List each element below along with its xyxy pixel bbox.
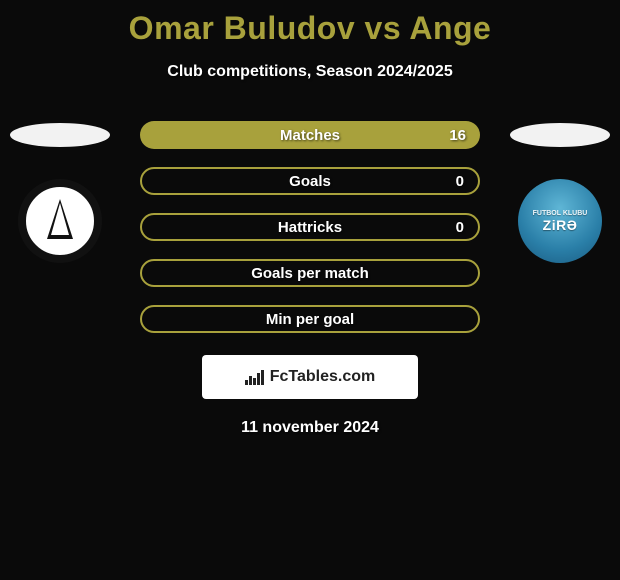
brand-label: FcTables.com <box>270 368 376 386</box>
page-title: Omar Buludov vs Ange <box>0 0 620 47</box>
club-right-maintext: ZiRƏ <box>543 217 578 233</box>
subtitle: Club competitions, Season 2024/2025 <box>0 63 620 81</box>
stat-value-right: 0 <box>456 219 464 236</box>
player-left-avatar-placeholder <box>10 123 110 147</box>
stat-row: Min per goal <box>140 305 480 333</box>
player-right-column: FUTBOL KLUBU ZiRƏ <box>500 121 620 263</box>
player-right-avatar-placeholder <box>510 123 610 147</box>
stat-row: Hattricks 0 <box>140 213 480 241</box>
stat-label: Matches <box>280 127 340 144</box>
footer-date: 11 november 2024 <box>0 419 620 437</box>
stat-row: Goals 0 <box>140 167 480 195</box>
stat-label: Min per goal <box>266 311 354 328</box>
stat-row: Goals per match <box>140 259 480 287</box>
player-left-column <box>0 121 120 263</box>
club-right-toptext: FUTBOL KLUBU <box>533 210 588 217</box>
stat-value-right: 0 <box>456 173 464 190</box>
stat-label: Goals <box>289 173 331 190</box>
club-badge-left <box>18 179 102 263</box>
club-badge-right: FUTBOL KLUBU ZiRƏ <box>518 179 602 263</box>
stat-label: Goals per match <box>251 265 369 282</box>
stat-row: Matches 16 <box>140 121 480 149</box>
oil-derrick-icon <box>45 199 75 243</box>
stat-rows: Matches 16 Goals 0 Hattricks 0 Goals per match… <box>140 121 480 333</box>
bar-chart-icon <box>245 369 264 385</box>
brand-badge: FcTables.com <box>202 355 418 399</box>
stat-label: Hattricks <box>278 219 342 236</box>
stat-value-right: 16 <box>449 127 466 144</box>
comparison-panel: FUTBOL KLUBU ZiRƏ Matches16Goals0Hattric… <box>0 121 620 437</box>
